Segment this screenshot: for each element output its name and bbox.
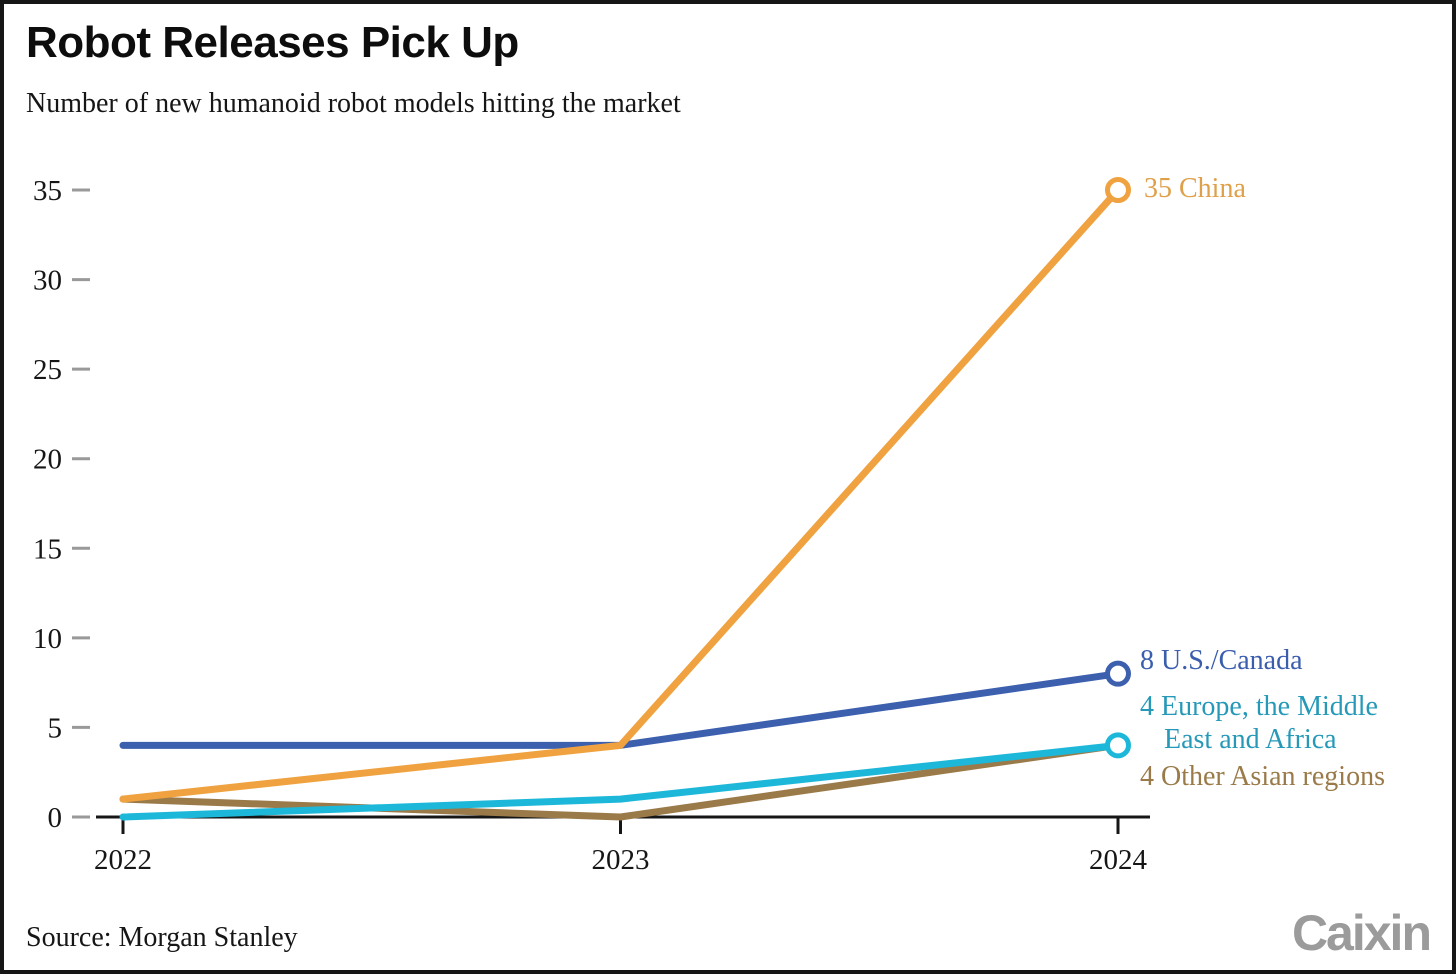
- y-tick-label: 10: [33, 623, 62, 655]
- series-end-marker-china: [1105, 177, 1131, 203]
- series-label-line: 8 U.S./Canada: [1140, 645, 1303, 676]
- series-label-line: East and Africa: [1164, 724, 1337, 755]
- series-line-europe-the-middle-east-and-africa: [119, 741, 1122, 821]
- x-tick-label: 2024: [1089, 844, 1148, 876]
- series-label-line: 4 Other Asian regions: [1140, 761, 1385, 792]
- y-tick-label: 35: [33, 175, 62, 207]
- caixin-logo: Caixin: [1291, 905, 1432, 961]
- y-tick-label: 25: [33, 354, 62, 386]
- y-tick-label: 20: [33, 444, 62, 476]
- source-note: Source: Morgan Stanley: [26, 922, 298, 953]
- y-tick-label: 15: [33, 533, 62, 565]
- series-line-china: [119, 186, 1122, 803]
- series-annotations: 35 China 8 U.S./Canada 4 Europe, the Middl…: [4, 4, 1452, 970]
- series-label-line: 35 China: [1144, 173, 1246, 204]
- chart-subtitle: Number of new humanoid robot models hitt…: [26, 88, 681, 119]
- y-tick-label: 0: [48, 802, 63, 834]
- line-chart-canvas: 0 5 10 15 20 25 30 35 2022 2023 2024: [33, 175, 1150, 876]
- series-end-marker-u-s-canada: [1105, 660, 1131, 687]
- series-label-line: 4 Europe, the Middle: [1140, 691, 1378, 722]
- series-label-u-s-canada: 8 U.S./Canada: [1140, 644, 1303, 677]
- chart-title: Robot Releases Pick Up: [26, 18, 519, 67]
- series-label-other-asian-regions: 4 Other Asian regions: [1140, 760, 1385, 793]
- series-line-other-asian-regions: [119, 741, 1122, 821]
- y-tick-label: 5: [48, 712, 63, 744]
- series-label-china: 35 China: [1144, 172, 1246, 205]
- series-label-europe-the-middle-east-and-africa: 4 Europe, the Middle East and Africa: [1140, 690, 1378, 756]
- x-tick-label: 2023: [592, 844, 650, 876]
- y-tick-label: 30: [33, 265, 62, 297]
- series-end-marker-europe-the-middle-east-and-africa: [1105, 732, 1131, 759]
- x-tick-label: 2022: [94, 844, 152, 876]
- line-chart: 0 5 10 15 20 25 30 35 2022 2023 2024 35 China 8 U.S…: [4, 4, 1452, 970]
